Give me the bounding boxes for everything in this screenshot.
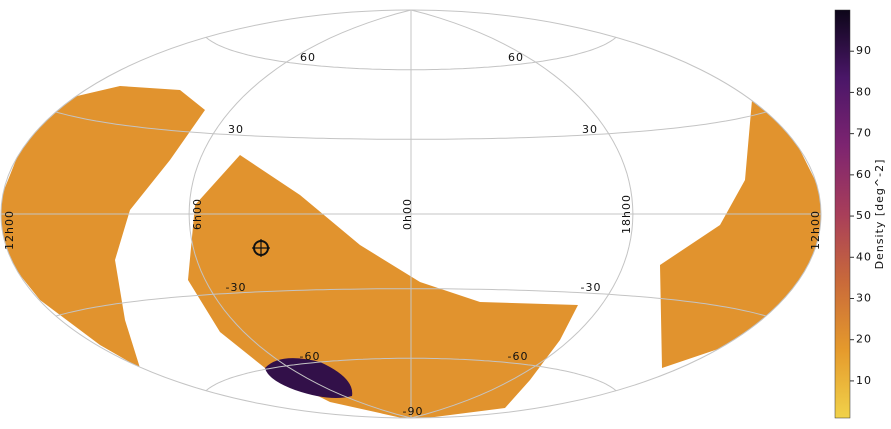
graticule-label: -60 xyxy=(508,350,529,363)
graticule-label: 0h00 xyxy=(401,198,414,230)
colorbar-tick-label: 60 xyxy=(856,168,872,181)
graticule-label: 12h00 xyxy=(3,210,16,250)
graticule-label: 60 xyxy=(300,51,316,64)
graticule-label: 12h00 xyxy=(809,210,822,250)
colorbar-label: Density [deg^-2] xyxy=(873,159,886,270)
footprint xyxy=(1,86,821,418)
graticule-label: 30 xyxy=(582,123,598,136)
meridian xyxy=(410,9,634,419)
graticule-label: -30 xyxy=(581,281,602,294)
graticule xyxy=(0,9,822,419)
graticule-labels: 60 60 30 30 -30 -30 -60 -60 -90 0h00 6h00 18h00 12h0… xyxy=(3,51,822,418)
graticule-label: -30 xyxy=(226,281,247,294)
colorbar-tick-label: 10 xyxy=(856,374,872,387)
colorbar xyxy=(834,9,851,419)
colorbar-tick-label: 90 xyxy=(856,44,872,57)
density-region xyxy=(1,86,205,368)
meridian xyxy=(188,9,412,419)
graticule-label: 6h00 xyxy=(191,198,204,230)
graticule-label: -90 xyxy=(403,405,424,418)
colorbar-tick-label: 80 xyxy=(856,85,872,98)
density-region xyxy=(660,100,821,368)
colorbar-tick-label: 70 xyxy=(856,127,872,140)
graticule-label: 30 xyxy=(228,123,244,136)
graticule-label: 18h00 xyxy=(620,194,633,234)
colorbar-tick-label: 20 xyxy=(856,333,872,346)
graticule-label: 60 xyxy=(508,51,524,64)
target-marker xyxy=(252,239,270,257)
colorbar-tick-label: 30 xyxy=(856,291,872,304)
density-region xyxy=(188,155,578,418)
density-region xyxy=(265,358,353,398)
colorbar-tick-label: 40 xyxy=(856,250,872,263)
colorbar-tick-label: 50 xyxy=(856,209,872,222)
graticule-label: -60 xyxy=(300,350,321,363)
